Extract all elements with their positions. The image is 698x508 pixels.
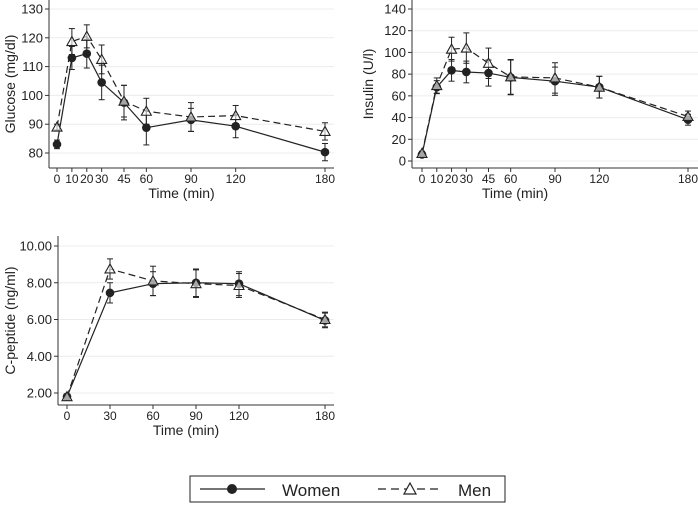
x-tick-label: 30 — [460, 172, 474, 186]
y-tick-label: 120 — [21, 30, 43, 45]
y-axis-label: Glucose (mg/dl) — [2, 35, 18, 134]
x-tick-label: 30 — [103, 409, 117, 423]
x-axis-label: Time (min) — [153, 422, 219, 438]
data-point-men — [229, 109, 242, 121]
data-point-men — [319, 313, 331, 325]
data-point-men — [185, 110, 197, 122]
data-point-women — [52, 140, 62, 149]
x-tick-label: 10 — [430, 172, 444, 186]
series-line — [421, 47, 689, 154]
x-tick-label: 180 — [315, 409, 335, 423]
x-tick-label: 60 — [504, 172, 518, 186]
y-tick-label: 100 — [384, 45, 406, 60]
data-point-men — [416, 147, 428, 158]
data-point-men — [445, 43, 458, 54]
panel-c-peptide: 2.00 4.00 6.00 8.00 10.00 0 30 60 90 120 180 Time (… — [2, 236, 335, 438]
data-point-men — [61, 390, 73, 402]
y-tick-label: 130 — [21, 2, 43, 17]
x-tick-label: 10 — [65, 172, 79, 186]
legend-men-marker — [402, 481, 418, 495]
series-line — [66, 268, 326, 397]
data-point-women — [105, 288, 115, 298]
x-tick-label: 60 — [146, 409, 160, 423]
y-tick-label: 4.00 — [27, 349, 52, 364]
x-tick-label: 30 — [95, 172, 109, 186]
data-point-men — [65, 35, 78, 47]
series-line — [66, 282, 326, 397]
panel-glucose: 80 90 100 110 120 130 0 10 20 30 45 60 90 120 180 Time … — [2, 0, 335, 201]
data-point-men — [140, 105, 153, 116]
x-tick-label: 45 — [482, 172, 496, 186]
data-point-women — [462, 67, 471, 77]
x-tick-label: 120 — [226, 172, 246, 186]
series-men — [51, 24, 331, 141]
data-point-men — [118, 95, 130, 106]
y-tick-label: 0 — [399, 154, 406, 169]
data-point-women — [97, 78, 106, 87]
y-axis-label: Insulin (U/l) — [360, 49, 376, 120]
x-tick-label: 180 — [678, 172, 698, 186]
y-tick-label: 110 — [22, 59, 43, 74]
x-tick-label: 180 — [315, 172, 335, 186]
data-point-women — [142, 123, 151, 132]
y-tick-label: 140 — [384, 2, 406, 17]
y-tick-label: 10.00 — [19, 239, 52, 254]
y-tick-label: 8.00 — [27, 275, 52, 290]
data-point-women — [231, 121, 240, 131]
data-point-men — [460, 41, 473, 53]
x-tick-label: 90 — [184, 172, 198, 186]
x-tick-label: 90 — [548, 172, 562, 186]
data-point-men — [190, 277, 202, 289]
data-point-men — [233, 279, 245, 291]
series-men — [61, 258, 331, 402]
x-tick-label: 120 — [229, 409, 249, 423]
data-point-women — [447, 66, 456, 75]
series-men — [416, 32, 694, 158]
x-tick-label: 60 — [140, 172, 154, 186]
legend-men-label: Men — [458, 481, 491, 500]
x-tick-label: 120 — [589, 172, 609, 186]
x-tick-label: 0 — [54, 172, 61, 186]
y-tick-label: 90 — [29, 117, 43, 132]
data-point-men — [104, 262, 116, 274]
y-tick-label: 120 — [384, 23, 406, 38]
x-tick-label: 90 — [189, 409, 203, 423]
data-point-men — [504, 70, 517, 82]
series-women — [52, 38, 330, 162]
y-tick-label: 2.00 — [27, 386, 52, 401]
data-point-men — [682, 110, 694, 122]
data-point-women — [320, 147, 330, 157]
data-point-men — [482, 57, 495, 68]
data-point-men — [51, 120, 63, 132]
data-point-women — [82, 49, 92, 58]
x-tick-label: 0 — [64, 409, 71, 423]
y-axis-label: C-peptide (ng/ml) — [2, 266, 18, 374]
data-point-men — [319, 125, 331, 136]
data-point-men — [80, 30, 93, 41]
x-tick-label: 45 — [117, 172, 131, 186]
legend-women-marker — [227, 484, 237, 494]
legend: Women Men — [189, 475, 506, 503]
x-tick-label: 20 — [445, 172, 459, 186]
y-tick-label: 80 — [29, 146, 43, 161]
y-tick-label: 20 — [392, 132, 406, 147]
y-tick-label: 6.00 — [27, 312, 52, 327]
y-tick-label: 80 — [392, 67, 406, 82]
data-point-men — [593, 81, 606, 92]
x-tick-label: 20 — [80, 172, 94, 186]
data-point-men — [95, 53, 108, 64]
x-tick-label: 0 — [419, 172, 426, 186]
y-tick-label: 100 — [21, 88, 43, 103]
y-tick-label: 60 — [392, 88, 406, 103]
data-point-men — [430, 79, 443, 91]
legend-women-label: Women — [282, 481, 340, 500]
x-axis-label: Time (min) — [482, 185, 548, 201]
data-point-men — [549, 71, 561, 83]
y-tick-label: 40 — [392, 110, 406, 125]
x-axis-label: Time (min) — [148, 185, 214, 201]
data-point-men — [147, 274, 159, 286]
